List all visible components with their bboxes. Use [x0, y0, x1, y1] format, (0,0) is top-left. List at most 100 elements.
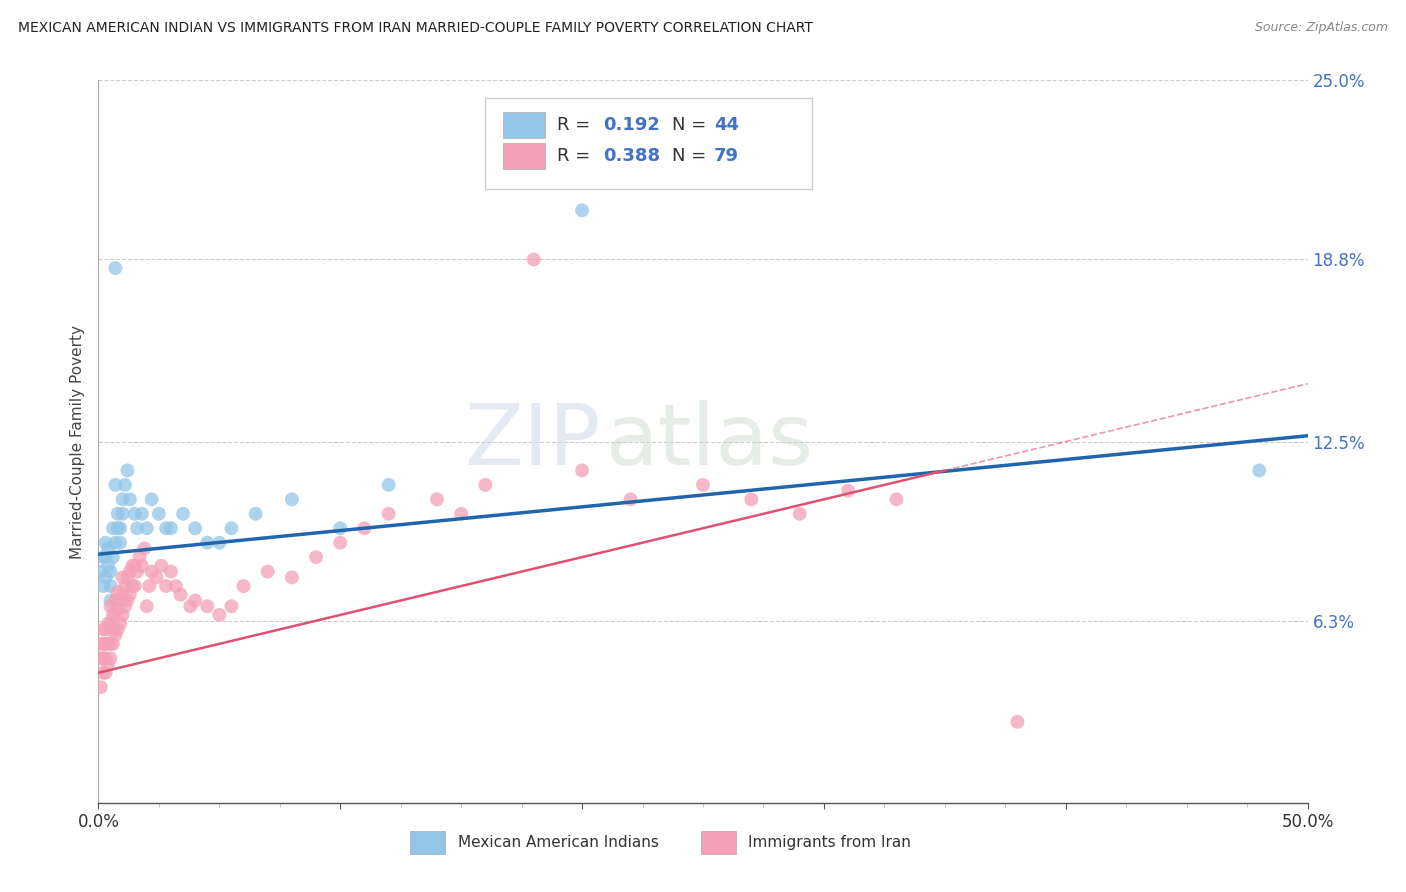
Point — [104, 628, 127, 642]
Point — [91, 623, 114, 637]
Point — [353, 521, 375, 535]
Point — [127, 521, 149, 535]
Point — [135, 599, 157, 614]
Point — [90, 637, 112, 651]
Point — [91, 651, 114, 665]
Text: MEXICAN AMERICAN INDIAN VS IMMIGRANTS FROM IRAN MARRIED-COUPLE FAMILY POVERTY CO: MEXICAN AMERICAN INDIAN VS IMMIGRANTS FR… — [18, 21, 813, 35]
Point — [121, 579, 143, 593]
Point — [94, 570, 117, 584]
Point — [740, 492, 762, 507]
Point — [165, 579, 187, 593]
Point — [97, 637, 120, 651]
Point — [121, 558, 143, 573]
Text: 0.388: 0.388 — [603, 147, 659, 165]
Point — [111, 607, 134, 622]
Point — [111, 507, 134, 521]
Point — [101, 550, 124, 565]
Point — [97, 558, 120, 573]
Point — [107, 584, 129, 599]
Point — [141, 565, 163, 579]
Point — [118, 565, 141, 579]
FancyBboxPatch shape — [503, 143, 544, 169]
Point — [117, 570, 139, 584]
Point — [108, 616, 131, 631]
Text: ZIP: ZIP — [464, 400, 600, 483]
Point — [329, 535, 352, 549]
Point — [692, 478, 714, 492]
Point — [138, 579, 160, 593]
Point — [118, 588, 141, 602]
Point — [104, 535, 127, 549]
Point — [100, 616, 122, 631]
Point — [160, 521, 183, 535]
Point — [100, 565, 122, 579]
Point — [91, 579, 114, 593]
Point — [619, 492, 641, 507]
Point — [179, 599, 201, 614]
Point — [118, 492, 141, 507]
Point — [100, 637, 122, 651]
Point — [100, 593, 122, 607]
Point — [91, 637, 114, 651]
Point — [107, 623, 129, 637]
Point — [232, 579, 254, 593]
Point — [124, 507, 146, 521]
Point — [256, 565, 278, 579]
Point — [150, 558, 173, 573]
Point — [128, 550, 150, 565]
Text: N =: N = — [672, 116, 711, 134]
Point — [221, 521, 243, 535]
Text: R =: R = — [557, 116, 596, 134]
Point — [160, 565, 183, 579]
Point — [117, 593, 139, 607]
Point — [94, 623, 117, 637]
Point — [90, 565, 112, 579]
Point — [100, 651, 122, 665]
Point — [789, 507, 811, 521]
Point — [90, 680, 112, 694]
Point — [141, 492, 163, 507]
Point — [1007, 714, 1029, 729]
Point — [114, 599, 136, 614]
Point — [101, 521, 124, 535]
Point — [114, 478, 136, 492]
Point — [155, 579, 177, 593]
Point — [886, 492, 908, 507]
Point — [108, 521, 131, 535]
FancyBboxPatch shape — [700, 831, 735, 855]
Point — [523, 252, 546, 267]
Point — [108, 593, 131, 607]
Point — [111, 588, 134, 602]
Point — [221, 599, 243, 614]
Point — [101, 623, 124, 637]
Point — [208, 535, 231, 549]
Point — [131, 507, 153, 521]
Y-axis label: Married-Couple Family Poverty: Married-Couple Family Poverty — [69, 325, 84, 558]
Point — [148, 507, 170, 521]
Point — [101, 637, 124, 651]
Point — [131, 558, 153, 573]
Point — [94, 550, 117, 565]
Point — [169, 588, 191, 602]
Point — [145, 570, 167, 584]
Point — [195, 599, 218, 614]
Point — [100, 579, 122, 593]
Point — [104, 261, 127, 276]
Point — [184, 521, 207, 535]
Point — [124, 558, 146, 573]
Point — [329, 521, 352, 535]
Point — [111, 570, 134, 584]
Point — [111, 492, 134, 507]
Text: 79: 79 — [714, 147, 740, 165]
Point — [94, 665, 117, 680]
FancyBboxPatch shape — [503, 112, 544, 138]
Point — [100, 599, 122, 614]
Point — [104, 478, 127, 492]
Point — [94, 637, 117, 651]
Point — [450, 507, 472, 521]
Point — [1249, 463, 1271, 477]
Point — [117, 463, 139, 477]
FancyBboxPatch shape — [485, 98, 811, 189]
Point — [281, 570, 304, 584]
Point — [172, 507, 194, 521]
